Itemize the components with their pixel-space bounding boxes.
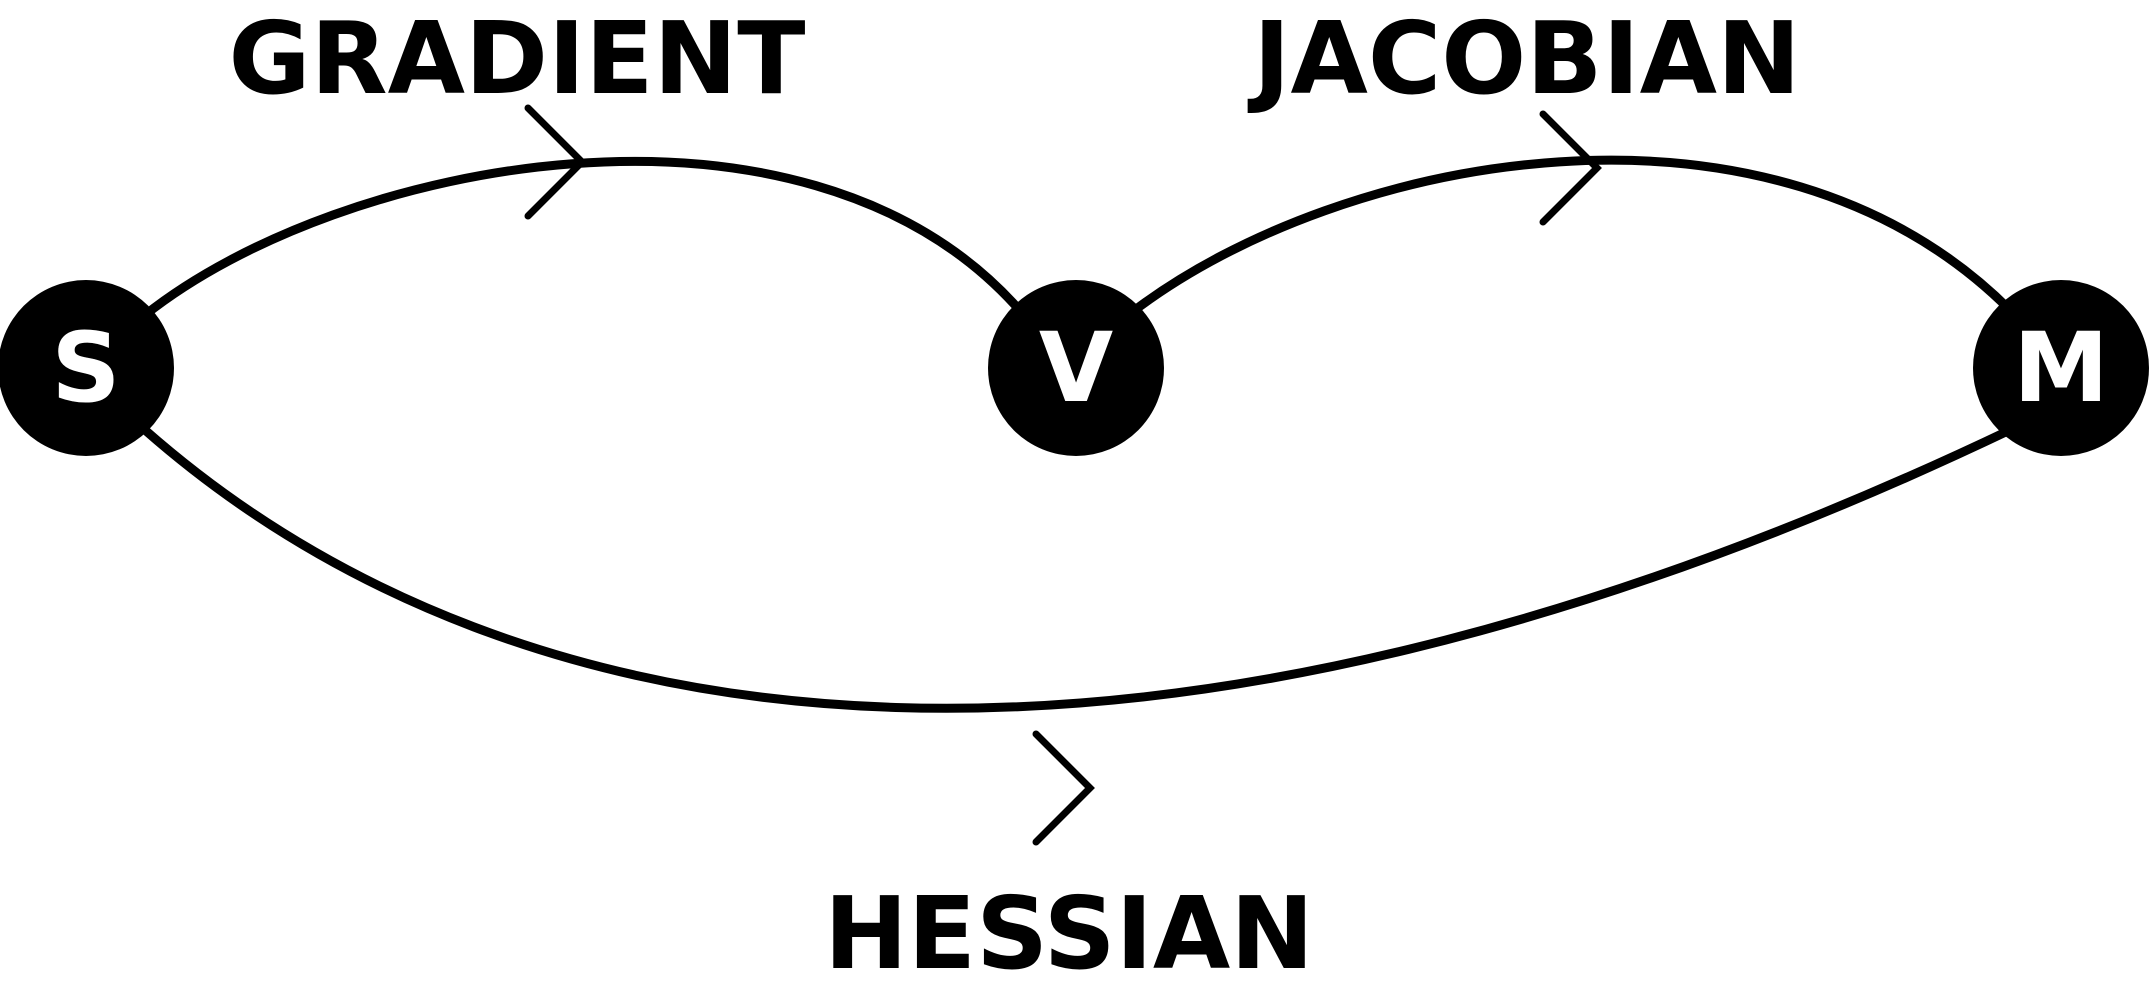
edge-jacobian-arrowhead — [1539, 110, 1602, 226]
node-m-label: M — [2013, 312, 2109, 424]
node-s: S — [0, 280, 174, 456]
node-m-circle — [1973, 280, 2149, 456]
edge-gradient — [140, 157, 1020, 320]
edge-jacobian — [1130, 155, 2015, 315]
node-s-label: S — [51, 312, 120, 424]
node-v-label: V — [1039, 312, 1113, 424]
node-m: M — [1973, 280, 2149, 456]
edge-hessian-label: HESSIAN — [824, 875, 1314, 992]
edge-hessian — [140, 425, 2015, 713]
node-v-circle — [988, 280, 1164, 456]
edge-jacobian-label: JACOBIAN — [1247, 0, 1801, 117]
edge-hessian-arrowhead — [1032, 730, 1095, 846]
edge-gradient-label: GRADIENT — [229, 0, 806, 117]
node-v: V — [988, 280, 1164, 456]
edge-gradient-arrowhead — [524, 104, 587, 220]
node-s-circle — [0, 280, 174, 456]
